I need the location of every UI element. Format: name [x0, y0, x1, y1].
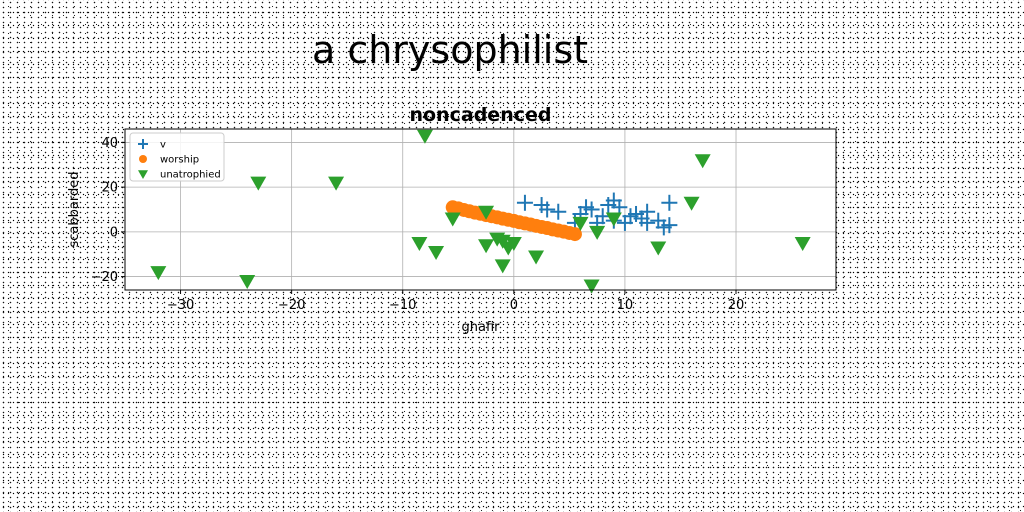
data-point [444, 212, 461, 227]
y-axis-label: scabbarded [67, 172, 82, 248]
y-tick-label: 0 [110, 225, 118, 240]
data-point [428, 245, 445, 260]
legend-label: worship [160, 155, 199, 166]
legend-label: v [160, 140, 166, 151]
data-point [250, 176, 267, 191]
legend-label: unatrophied [160, 170, 221, 181]
data-point [605, 212, 622, 227]
figure-title: a chrysophilist [311, 28, 589, 72]
data-layer [150, 129, 811, 294]
data-point [328, 176, 345, 191]
data-point [661, 217, 678, 234]
y-tick-label: −20 [91, 270, 118, 285]
x-tick-label: −20 [278, 298, 305, 313]
data-point [494, 259, 511, 274]
x-axis-label: ghafir [462, 320, 501, 335]
data-point [622, 208, 639, 225]
chart-title: noncadenced [410, 104, 552, 126]
series-unatrophied [150, 129, 811, 294]
data-point [589, 225, 606, 240]
data-point [528, 250, 545, 265]
x-tick-label: 20 [728, 298, 745, 313]
data-point [550, 203, 567, 220]
data-point [583, 279, 600, 294]
data-point [694, 154, 711, 169]
legend: v worship unatrophied [129, 132, 225, 182]
data-point [411, 237, 428, 252]
data-point [239, 275, 256, 290]
legend-marker [138, 170, 148, 179]
data-point [478, 205, 495, 220]
y-tick-label: 40 [101, 136, 118, 151]
x-tick-label: −10 [389, 298, 416, 313]
data-point [516, 194, 533, 211]
data-point [572, 216, 589, 231]
data-point [583, 201, 600, 218]
data-point [794, 237, 811, 252]
tick-layer: −30 −20 −10 0 10 20 −20 0 20 40 [91, 136, 745, 313]
legend-box [129, 132, 225, 182]
data-point [478, 239, 495, 254]
legend-marker [138, 139, 148, 149]
x-tick-label: 10 [617, 298, 634, 313]
legend-marker [139, 155, 147, 163]
plot-frame [124, 128, 837, 291]
data-point [416, 129, 433, 144]
x-tick-label: −30 [167, 298, 194, 313]
data-point [683, 196, 700, 211]
x-tick-label: 0 [510, 298, 518, 313]
data-point [650, 241, 667, 256]
data-point [539, 201, 556, 218]
data-point [150, 266, 167, 281]
data-point [567, 227, 582, 242]
data-point [639, 214, 656, 231]
y-tick-label: 20 [101, 181, 118, 196]
data-point [505, 237, 522, 252]
data-point [661, 194, 678, 211]
